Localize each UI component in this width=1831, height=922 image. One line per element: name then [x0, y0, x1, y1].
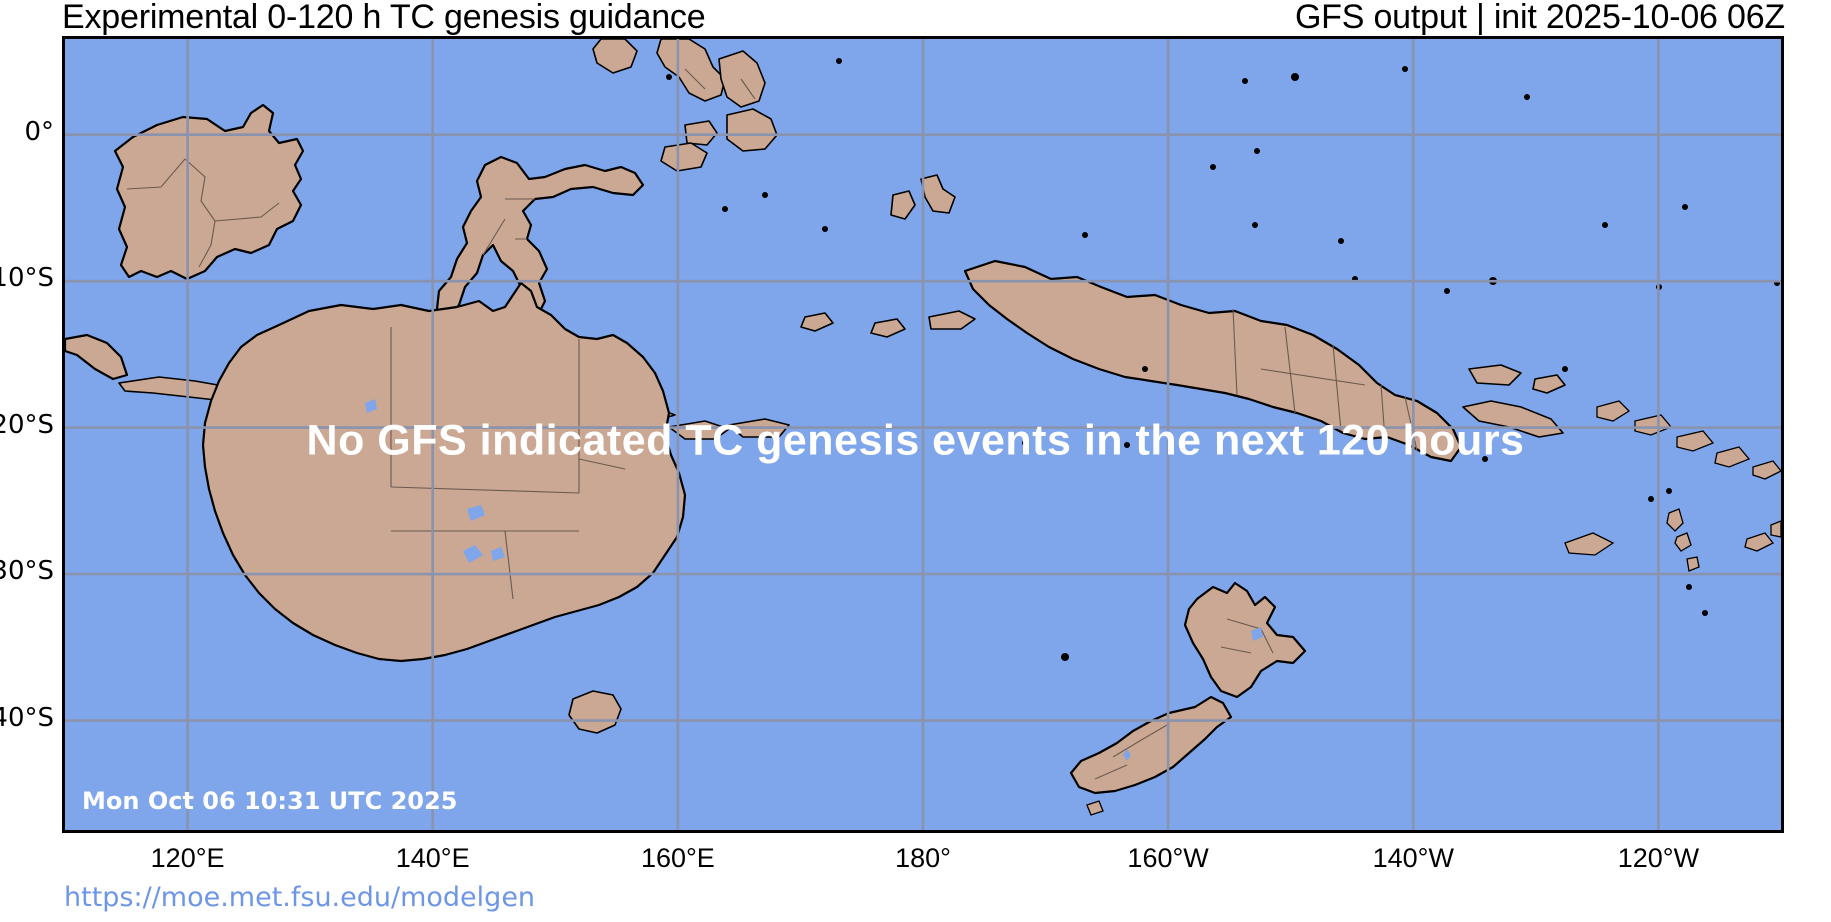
lon-tick-120e: 120°E [150, 843, 225, 873]
lon-tick-120w: 120°W [1617, 843, 1700, 873]
lat-tick-0: 0° [24, 116, 54, 147]
map-graphic: .land { fill: #cba893; stroke: #000000; … [65, 39, 1781, 830]
source-url-link[interactable]: https://moe.met.fsu.edu/modelgen [64, 882, 536, 913]
lat-tick-30s: 30°S [0, 556, 54, 587]
lat-tick-10s: 10°S [0, 263, 54, 294]
lat-tick-40s: 40°S [0, 702, 54, 733]
graticule-group [65, 39, 1781, 830]
map-panel[interactable]: .land { fill: #cba893; stroke: #000000; … [62, 36, 1784, 833]
timestamp-label: Mon Oct 06 10:31 UTC 2025 [82, 787, 458, 815]
landmass-group [65, 39, 1781, 816]
lon-tick-160e: 160°E [640, 843, 715, 873]
lon-tick-160w: 160°W [1127, 843, 1209, 873]
page-title: Experimental 0-120 h TC genesis guidance [62, 0, 706, 36]
lon-tick-140e: 140°E [395, 843, 470, 873]
lon-tick-180: 180° [895, 843, 951, 873]
lon-tick-140w: 140°W [1372, 843, 1454, 873]
lat-tick-20s: 20°S [0, 409, 54, 440]
model-init-info: GFS output | init 2025-10-06 06Z [1294, 0, 1785, 36]
